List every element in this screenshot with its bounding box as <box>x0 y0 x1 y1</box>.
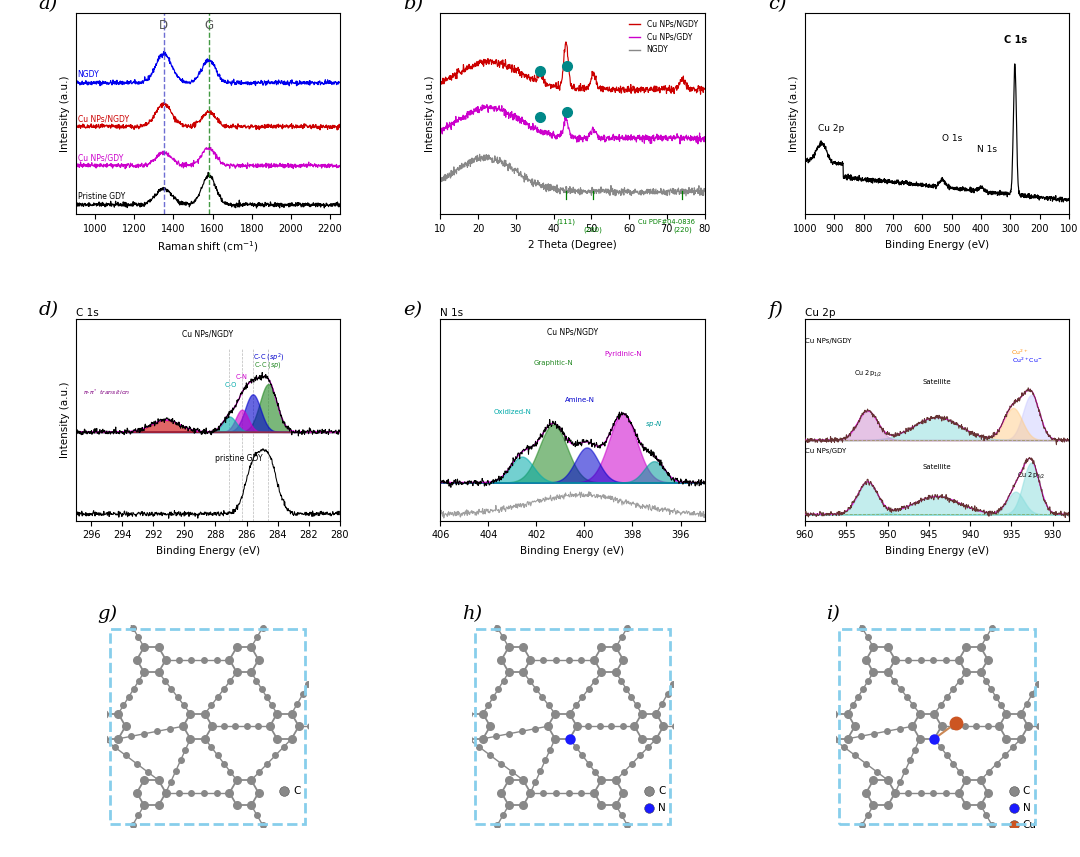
Text: Cu 2p: Cu 2p <box>805 309 836 319</box>
Text: $\pi$-$\pi^*$ transition: $\pi$-$\pi^*$ transition <box>82 387 130 397</box>
Text: C-N: C-N <box>237 374 248 380</box>
Text: h): h) <box>461 605 482 623</box>
X-axis label: Binding Energy (eV): Binding Energy (eV) <box>885 240 989 249</box>
Bar <box>475 628 670 824</box>
Text: G: G <box>204 19 213 32</box>
Text: NGDY: NGDY <box>78 70 99 80</box>
Text: Cu NPs/GDY: Cu NPs/GDY <box>805 448 847 454</box>
Text: b): b) <box>403 0 423 13</box>
Text: Cu NPs/NGDY: Cu NPs/NGDY <box>183 329 233 339</box>
Text: Cu NPs/NGDY: Cu NPs/NGDY <box>78 114 129 123</box>
Text: Graphitic-N: Graphitic-N <box>534 360 573 366</box>
Text: Pristine GDY: Pristine GDY <box>78 192 125 201</box>
Text: Cu 2p: Cu 2p <box>819 123 845 133</box>
Text: Cu NPs/NGDY: Cu NPs/NGDY <box>805 339 851 345</box>
Text: Cu NPs/GDY: Cu NPs/GDY <box>78 153 123 162</box>
Text: Oxidized-N: Oxidized-N <box>494 409 531 415</box>
Text: Satellite: Satellite <box>922 379 951 385</box>
Text: pristine GDY: pristine GDY <box>215 454 262 463</box>
Text: (111): (111) <box>556 219 576 225</box>
Text: d): d) <box>39 301 58 319</box>
Text: Amine-N: Amine-N <box>565 397 595 403</box>
X-axis label: Raman shift (cm$^{-1}$): Raman shift (cm$^{-1}$) <box>157 240 258 255</box>
Text: i): i) <box>826 605 840 623</box>
Y-axis label: Intensity (a.u.): Intensity (a.u.) <box>60 75 70 152</box>
Text: g): g) <box>97 605 117 623</box>
Text: Pyridinic-N: Pyridinic-N <box>604 351 642 357</box>
Text: $sp$-N: $sp$-N <box>645 419 663 429</box>
Y-axis label: Intensity (a.u.): Intensity (a.u.) <box>789 75 799 152</box>
Text: C 1s: C 1s <box>76 309 98 319</box>
Text: Cu 2p$_{1/2}$: Cu 2p$_{1/2}$ <box>853 369 882 380</box>
Text: Cu$^{2+}$: Cu$^{2+}$ <box>1011 348 1028 357</box>
Text: e): e) <box>403 301 422 319</box>
Text: Cu$^{2+}$Cu$^-$: Cu$^{2+}$Cu$^-$ <box>1012 356 1043 365</box>
Bar <box>839 628 1035 824</box>
Text: N 1s: N 1s <box>977 146 997 154</box>
X-axis label: Binding Energy (eV): Binding Energy (eV) <box>885 546 989 556</box>
Text: C-O: C-O <box>225 382 238 388</box>
Bar <box>110 628 306 824</box>
Text: (220): (220) <box>673 226 691 232</box>
Text: Cu PDF#04-0836: Cu PDF#04-0836 <box>638 219 696 225</box>
Text: C: C <box>658 786 665 796</box>
X-axis label: Binding Energy (eV): Binding Energy (eV) <box>156 546 260 556</box>
Y-axis label: Intensity (a.u.): Intensity (a.u.) <box>60 381 70 458</box>
Text: N: N <box>1023 803 1030 812</box>
Text: Cu NPs/NGDY: Cu NPs/NGDY <box>546 327 598 337</box>
Text: C: C <box>294 786 300 796</box>
Text: a): a) <box>39 0 58 13</box>
Y-axis label: Intensity (a.u.): Intensity (a.u.) <box>424 75 435 152</box>
Text: O 1s: O 1s <box>943 135 962 143</box>
X-axis label: Binding Energy (eV): Binding Energy (eV) <box>521 546 624 556</box>
X-axis label: 2 Theta (Degree): 2 Theta (Degree) <box>528 240 617 249</box>
Text: C 1s: C 1s <box>1004 35 1027 45</box>
Text: f): f) <box>768 301 783 319</box>
Text: D: D <box>159 19 168 32</box>
Text: Satellite: Satellite <box>922 464 951 470</box>
Text: Cu: Cu <box>1023 820 1037 830</box>
Text: C-C ($sp$): C-C ($sp$) <box>255 361 282 370</box>
Text: N: N <box>658 803 665 812</box>
Text: C: C <box>1023 786 1030 796</box>
Text: N 1s: N 1s <box>441 309 463 319</box>
Text: c): c) <box>768 0 786 13</box>
Legend: Cu NPs/NGDY, Cu NPs/GDY, NGDY: Cu NPs/NGDY, Cu NPs/GDY, NGDY <box>626 16 701 57</box>
Text: (200): (200) <box>583 226 603 232</box>
Text: C-C ($sp^2$): C-C ($sp^2$) <box>253 352 284 364</box>
Text: Cu 2p$_{3/2}$: Cu 2p$_{3/2}$ <box>1017 470 1045 481</box>
